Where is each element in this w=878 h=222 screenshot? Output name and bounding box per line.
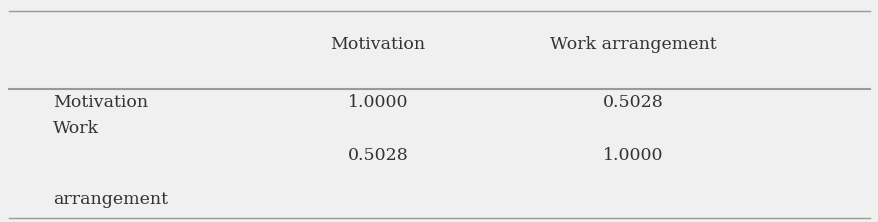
- Text: 1.0000: 1.0000: [348, 94, 407, 111]
- Text: Motivation: Motivation: [330, 36, 425, 53]
- Text: Work arrangement: Work arrangement: [549, 36, 716, 53]
- Text: Work: Work: [53, 120, 98, 137]
- Text: 0.5028: 0.5028: [601, 94, 663, 111]
- Text: 0.5028: 0.5028: [347, 147, 408, 164]
- Text: 1.0000: 1.0000: [602, 147, 662, 164]
- Text: arrangement: arrangement: [53, 191, 168, 208]
- Text: Motivation: Motivation: [53, 94, 148, 111]
